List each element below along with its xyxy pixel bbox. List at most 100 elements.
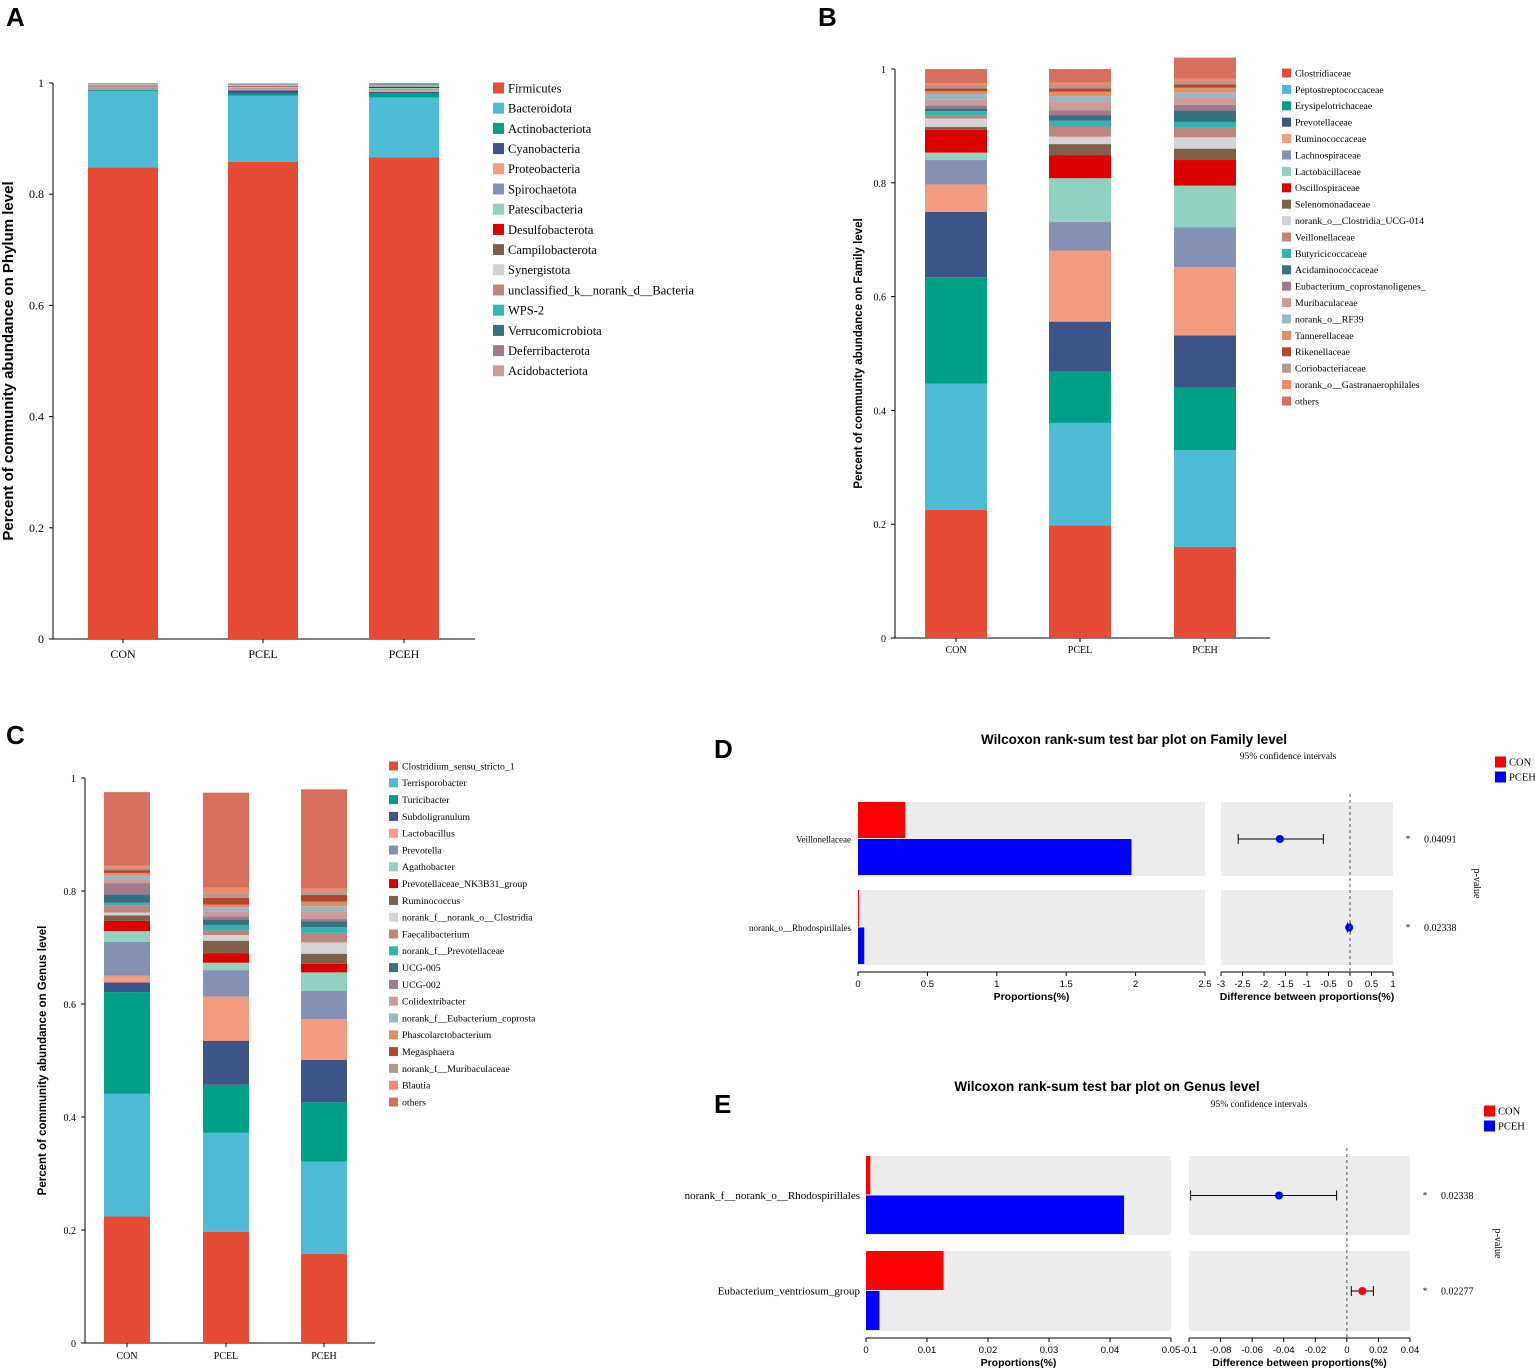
x-tick-label-pcel: PCEL xyxy=(214,1351,238,1362)
y-tick-label: 0.8 xyxy=(29,187,44,201)
proportion-tick-label: 1 xyxy=(994,979,999,990)
bar-segment-con-others xyxy=(104,792,150,866)
bar-segment-pcel-lactobacillaceae xyxy=(1049,178,1111,223)
legend-swatch-norank-o-clostridia-ucg-014 xyxy=(1282,216,1291,226)
proportion-tick-label: 0.5 xyxy=(921,979,934,990)
bar-segment-con-desulfobacterota xyxy=(88,85,158,87)
bar-segment-pceh-campilobacterota xyxy=(369,86,439,87)
bar-segment-pceh-peptostreptococcaceae xyxy=(1174,450,1236,547)
difference-tick-label: 1 xyxy=(1390,979,1395,990)
bar-segment-pceh-verrucomicrobiota xyxy=(369,84,439,85)
panel-label-d: D xyxy=(714,734,733,764)
bar-segment-con-oscillospiraceae xyxy=(925,129,987,153)
legend-label-oscillospiraceae: Oscillospiraceae xyxy=(1295,183,1360,194)
bar-segment-pcel-synergistota xyxy=(228,85,298,86)
bar-segment-pcel-others xyxy=(203,792,249,888)
legend-label-campilobacterota: Campilobacterota xyxy=(508,243,597,257)
legend-swatch-others xyxy=(389,1097,398,1107)
bar-pceh-norank-f-norank-o-rhodospirillales xyxy=(866,1195,1125,1234)
legend-label-blautia: Blautia xyxy=(402,1081,431,1092)
bar-segment-pcel-bacteroidota xyxy=(228,95,298,162)
y-axis-title: Percent of community abundance on Phylum… xyxy=(0,181,17,540)
bar-segment-con-clostridiaceae xyxy=(925,509,987,638)
legend-swatch-spirochaetota xyxy=(493,183,504,195)
bar-segment-con-megasphaera xyxy=(104,870,150,873)
bar-segment-con-norank-o-rf39 xyxy=(925,94,987,100)
difference-tick-label: 0.04 xyxy=(1401,1345,1420,1356)
y-tick-label: 0.6 xyxy=(874,293,887,304)
legend-label-prevotella: Prevotella xyxy=(402,845,442,856)
bar-segment-con-patescibacteria xyxy=(88,86,158,88)
legend-swatch-turicibacter xyxy=(389,795,398,805)
difference-band-1 xyxy=(1189,1251,1410,1331)
p-value-1: 0.02277 xyxy=(1441,1287,1474,1298)
legend-swatch-deferribacterota xyxy=(493,345,504,357)
legend-swatch-firmicutes xyxy=(493,82,504,94)
bar-pceh-eubacterium-ventriosum-group xyxy=(866,1291,880,1330)
panel-label-c: C xyxy=(6,720,25,750)
bar-segment-pcel-peptostreptococcaceae xyxy=(1049,422,1111,526)
bar-pceh-veillonellaceae xyxy=(858,839,1132,875)
bar-segment-pcel-firmicutes xyxy=(228,161,298,639)
legend-swatch-norank-f-prevotellaceae xyxy=(389,946,398,956)
bar-segment-pceh-norank-f-norank-o-clostridia xyxy=(301,942,347,954)
legend-swatch-blautia xyxy=(389,1080,398,1090)
bar-con-eubacterium-ventriosum-group xyxy=(866,1251,944,1290)
bar-segment-pceh-synergistota xyxy=(369,85,439,87)
difference-band-1 xyxy=(1221,890,1393,965)
bar-segment-pcel-agathobacter xyxy=(203,962,249,971)
bar-segment-pceh-phascolarctobacterium xyxy=(301,901,347,907)
bar-segment-con-spirochaetota xyxy=(88,87,158,89)
bar-segment-pceh-terrisporobacter xyxy=(301,1161,347,1254)
bar-segment-pcel-subdoligranulum xyxy=(203,1040,249,1085)
legend-label-colidextribacter: Colidextribacter xyxy=(402,997,466,1008)
legend-swatch-verrucomicrobiota xyxy=(493,324,504,336)
bar-segment-pceh-desulfobacterota xyxy=(369,86,439,89)
legend-swatch-megasphaera xyxy=(389,1047,398,1057)
difference-tick-label: -0.5 xyxy=(1320,979,1336,990)
bar-segment-pcel-ucg-005 xyxy=(203,919,249,925)
legend-swatch-synergistota xyxy=(493,264,504,276)
legend-swatch-cyanobacteria xyxy=(493,143,504,155)
bar-segment-pcel-terrisporobacter xyxy=(203,1132,249,1232)
bar-segment-pceh-ucg-002 xyxy=(301,918,347,922)
bar-segment-pcel-cyanobacteria xyxy=(228,90,298,94)
legend-label-lactobacillaceae: Lactobacillaceae xyxy=(1295,167,1361,178)
legend-label-ucg-002: UCG-002 xyxy=(402,980,441,991)
bar-segment-pcel-lactobacillus xyxy=(203,996,249,1041)
bar-segment-con-turicibacter xyxy=(104,992,150,1094)
proportion-tick-label: 0.02 xyxy=(979,1345,998,1356)
legend-label-patescibacteria: Patescibacteria xyxy=(508,203,583,217)
bar-pceh-norank-o-rhodospirillales xyxy=(858,927,865,964)
bar-segment-pceh-bacteroidota xyxy=(369,97,439,158)
bar-segment-pceh-muribaculaceae xyxy=(1174,98,1236,105)
legend-swatch-selenomonadaceae xyxy=(1282,199,1291,209)
difference-tick-label: -0.06 xyxy=(1241,1345,1263,1356)
bar-segment-con-campilobacterota xyxy=(88,85,158,86)
bar-segment-con-prevotella xyxy=(104,941,150,976)
bar-segment-con-tannerellaceae xyxy=(925,91,987,95)
bar-segment-pceh-cyanobacteria xyxy=(369,91,439,94)
legend-swatch-acidobacteriota xyxy=(493,365,504,377)
legend-label-prevotellaceae: Prevotellaceae xyxy=(1295,118,1353,129)
bar-segment-con-bacteroidota xyxy=(88,91,158,168)
bar-segment-pcel-butyricicoccaceae xyxy=(1049,120,1111,127)
panel-label-a: A xyxy=(6,2,25,32)
legend-label-norank-f-muribaculaceae: norank_f__Muribaculaceae xyxy=(402,1064,510,1075)
bar-segment-con-ruminococcus xyxy=(104,915,150,921)
legend-label-clostridiaceae: Clostridiaceae xyxy=(1295,68,1352,79)
legend-swatch-proteobacteria xyxy=(493,163,504,175)
legend-label-verrucomicrobiota: Verrucomicrobiota xyxy=(508,324,602,338)
ci-subtitle: 95% confidence intervals xyxy=(1211,1099,1308,1110)
legend-label-rikenellaceae: Rikenellaceae xyxy=(1295,347,1351,358)
bar-segment-pcel-clostridium-sensu-stricto-1 xyxy=(203,1231,249,1343)
bar-segment-pceh-others xyxy=(1174,57,1236,79)
bar-segment-pceh-colidextribacter xyxy=(301,911,347,919)
significance-star-0: * xyxy=(1406,834,1411,844)
legend-swatch-desulfobacterota xyxy=(493,223,504,235)
y-tick-label: 0.4 xyxy=(29,410,44,424)
legend-swatch-butyricicoccaceae xyxy=(1282,248,1291,258)
y-tick-label: 0.6 xyxy=(64,1000,77,1011)
bar-segment-con-synergistota xyxy=(88,84,158,86)
bar-segment-pcel-eubacterium-coprostanoligenes xyxy=(1049,110,1111,116)
